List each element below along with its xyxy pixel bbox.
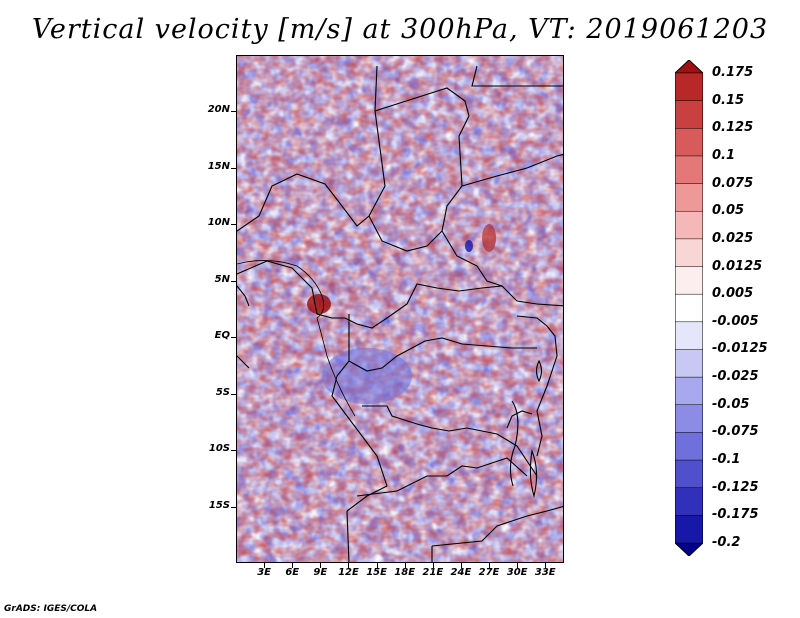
colorbar-label: 0.1: [712, 147, 736, 163]
lat-label: 20N: [207, 104, 230, 116]
colorbar-cell: [675, 293, 703, 323]
colorbar-label: 0.05: [712, 203, 745, 219]
rising-core-south-sudan: [482, 224, 496, 252]
colorbar-cell: [675, 210, 703, 240]
lat-label: 10N: [207, 217, 230, 229]
colorbar-label: 0.175: [712, 65, 754, 80]
chart-title: Vertical velocity [m/s] at 300hPa, VT: 2…: [31, 14, 769, 45]
colorbar-cell: [675, 432, 703, 461]
coastlines: [237, 260, 356, 417]
lat-tick: [231, 167, 236, 169]
lat-label: 5S: [215, 386, 230, 398]
lon-label: 12E: [338, 567, 359, 578]
colorbar-cell: [675, 128, 703, 157]
colorbar-label: 0.15: [712, 92, 745, 108]
colorbar-cell: [675, 321, 703, 351]
colorbar-cell: [675, 183, 703, 212]
lat-label: 15N: [207, 160, 230, 172]
lon-label: 24E: [450, 567, 472, 578]
colorbar-cell: [675, 100, 703, 129]
lon-label: 3E: [257, 567, 271, 578]
lon-tick: [292, 563, 294, 568]
colorbar-label: -0.0125: [712, 341, 768, 357]
colorbar: [675, 60, 703, 556]
lat-label: 15S: [208, 499, 230, 511]
colorbar-label: -0.005: [712, 313, 759, 329]
colorbar-label: -0.1: [712, 452, 741, 468]
field-rising-texture: [237, 56, 563, 562]
colorbar-label: -0.175: [712, 507, 759, 523]
colorbar-label: -0.05: [712, 396, 750, 412]
colorbar-cell: [675, 404, 703, 433]
lat-tick: [231, 224, 236, 226]
colorbar-label: 0.025: [712, 230, 754, 246]
colorbar-cell: [675, 487, 703, 516]
colorbar-cell: [675, 515, 703, 544]
rising-core-cameroon: [307, 294, 331, 314]
colorbar-cell: [675, 155, 703, 185]
colorbar-label: -0.025: [712, 369, 759, 385]
colorbar-label: -0.125: [712, 479, 759, 495]
sinking-core-south-sudan: [465, 240, 473, 252]
lat-tick: [231, 393, 236, 395]
lat-tick: [231, 506, 236, 508]
lon-tick: [320, 563, 322, 568]
lon-label: 30E: [506, 567, 528, 578]
colorbar-label: 0.125: [712, 120, 754, 136]
lon-tick: [376, 563, 378, 568]
lon-tick: [404, 563, 406, 568]
lon-tick: [460, 563, 462, 568]
lon-label: 21E: [422, 567, 444, 578]
lon-tick: [432, 563, 434, 568]
lat-tick: [231, 280, 236, 282]
lon-label: 27E: [478, 567, 500, 578]
colorbar-cell: [675, 266, 703, 295]
colorbar-label: 0.0125: [712, 258, 763, 274]
colorbar-cells: [675, 60, 703, 556]
map-plot-area: [236, 55, 564, 563]
lon-label: 6E: [285, 567, 300, 578]
colorbar-cell: [675, 60, 703, 74]
colorbar-cell: [675, 238, 703, 268]
lon-tick: [348, 563, 350, 568]
lat-tick: [231, 337, 236, 339]
sinking-region-congo: [322, 348, 412, 404]
lon-tick: [264, 563, 266, 568]
colorbar-cell: [675, 459, 703, 489]
colorbar-label: -0.2: [712, 535, 741, 550]
lon-label: 18E: [394, 567, 416, 578]
lat-tick: [231, 111, 236, 113]
colorbar-cell: [675, 349, 703, 378]
vertical-velocity-field: [237, 56, 563, 562]
colorbar-cell: [675, 376, 703, 406]
colorbar-cell: [675, 542, 703, 556]
lat-label: EQ: [214, 330, 230, 342]
colorbar-label: -0.075: [712, 424, 759, 440]
lon-tick: [517, 563, 519, 568]
lon-label: 33E: [534, 567, 556, 578]
lat-label: 5N: [214, 273, 230, 285]
lat-tick: [231, 450, 236, 452]
lat-label: 10S: [208, 443, 230, 455]
colorbar-cell: [675, 72, 703, 102]
lon-label: 15E: [366, 567, 387, 578]
country-borders: [237, 65, 563, 562]
colorbar-label: 0.005: [712, 286, 754, 302]
grads-credit: GrADS: IGES/COLA: [4, 604, 98, 614]
lon-tick: [545, 563, 547, 568]
lon-label: 9E: [313, 567, 328, 578]
lon-tick: [489, 563, 491, 568]
colorbar-label: 0.075: [712, 175, 754, 191]
